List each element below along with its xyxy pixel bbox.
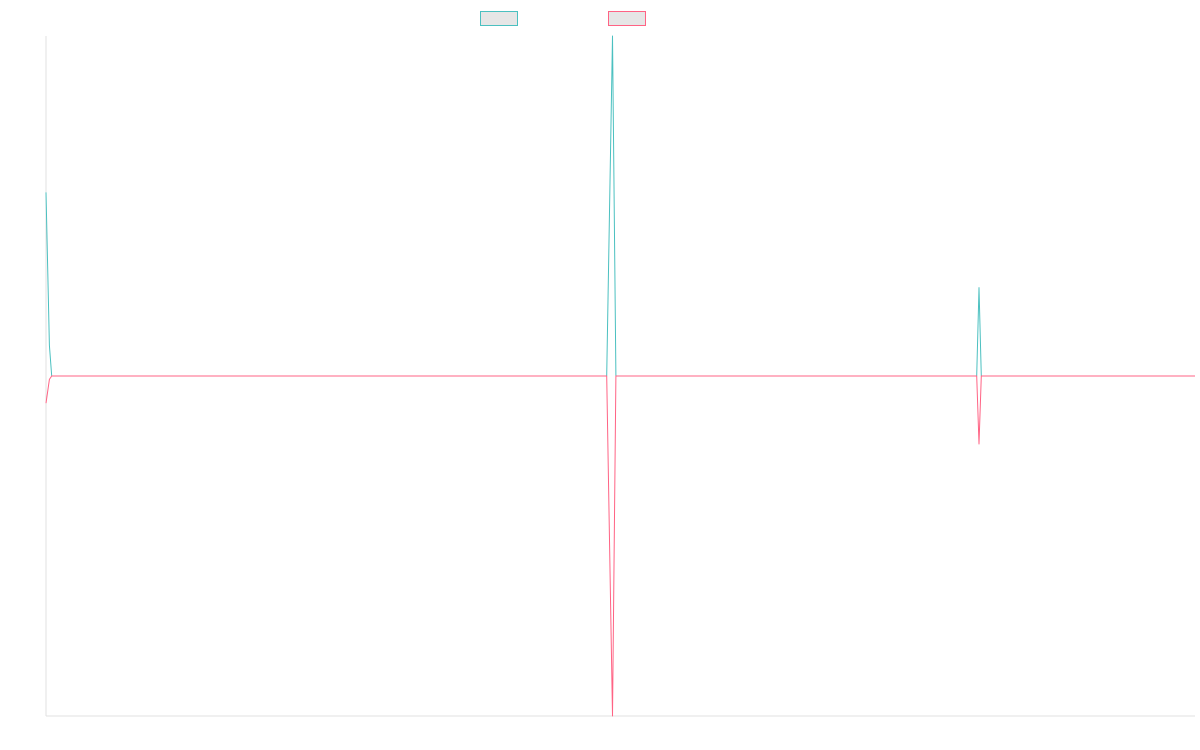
series-line-b — [45, 375, 1195, 717]
series-line-a — [45, 35, 1195, 377]
legend-item-series-b[interactable] — [608, 9, 652, 27]
legend-swatch-series-a — [480, 10, 518, 26]
series-layer — [45, 35, 1195, 717]
legend-item-series-a[interactable] — [480, 9, 524, 27]
legend-swatch-series-b — [608, 10, 646, 26]
legend — [480, 9, 652, 27]
